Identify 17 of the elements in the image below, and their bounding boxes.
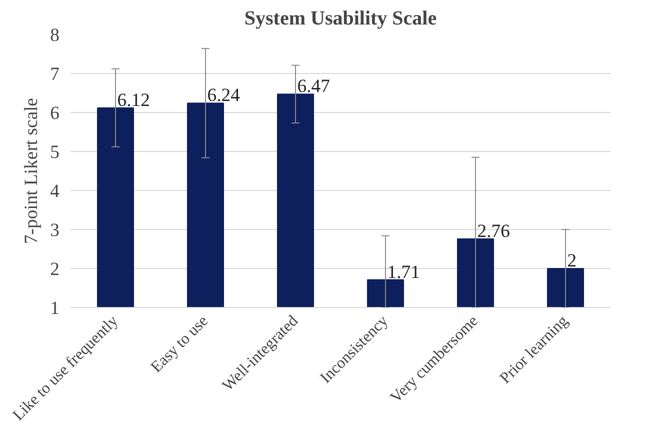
y-tick-label: 2 xyxy=(50,259,60,280)
data-label: 6.24 xyxy=(207,85,241,106)
data-label: 2.76 xyxy=(477,220,510,242)
chart-title: System Usability Scale xyxy=(244,8,437,30)
y-tick-label: 7 xyxy=(50,64,60,85)
y-tick-label: 5 xyxy=(50,142,60,163)
data-label: 6.12 xyxy=(117,90,150,111)
data-label: 6.47 xyxy=(297,76,330,98)
y-tick-label: 1 xyxy=(50,298,60,319)
y-axis-title: 7-point Likert scale xyxy=(21,98,42,244)
x-tick-label: Easy to use xyxy=(148,312,212,376)
y-tick-label: 8 xyxy=(50,25,60,46)
y-tick-label: 3 xyxy=(50,220,60,241)
y-tick-label: 6 xyxy=(50,103,60,124)
y-tick-label: 4 xyxy=(50,181,60,202)
data-label: 2 xyxy=(567,250,577,272)
data-label: 1.71 xyxy=(387,262,420,283)
